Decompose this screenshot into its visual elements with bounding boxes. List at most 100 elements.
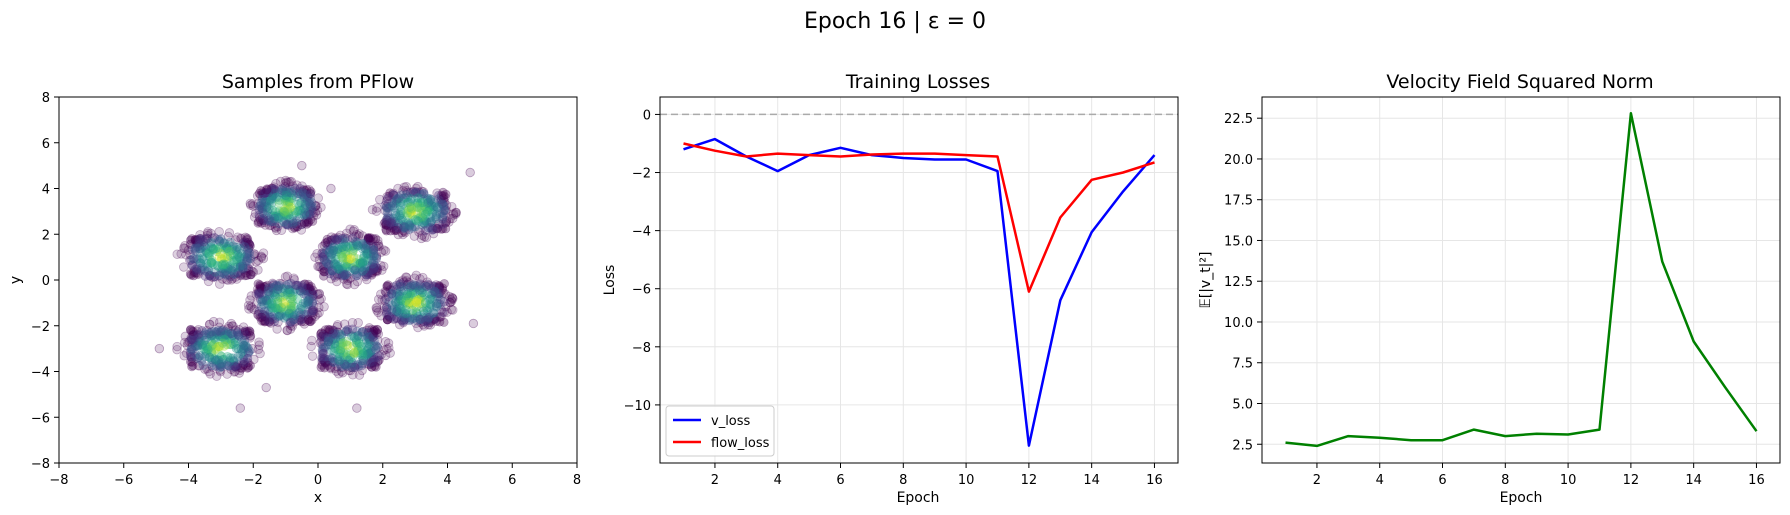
scatter-point [373, 239, 384, 249]
scatter-point [207, 354, 217, 365]
scatter-point [345, 353, 355, 363]
scatter-point [421, 282, 431, 292]
scatter-point [423, 198, 433, 209]
scatter-point [278, 206, 288, 216]
scatter-point [384, 312, 394, 322]
scatter-point [404, 277, 414, 288]
scatter-point [318, 342, 329, 353]
scatter-point [371, 303, 381, 313]
scatter-point [252, 191, 263, 201]
scatter-point [358, 349, 368, 359]
scatter-point [193, 333, 203, 343]
scatter-point [203, 345, 213, 355]
scatter-point [299, 316, 310, 327]
scatter-point [295, 285, 305, 296]
scatter-point [267, 192, 277, 202]
scatter-point [179, 262, 189, 272]
scatter-point [365, 340, 375, 350]
scatter-point [355, 348, 365, 358]
scatter-point [404, 292, 414, 303]
scatter-point [236, 349, 246, 359]
scatter-point [307, 298, 318, 308]
scatter-point [359, 256, 369, 266]
scatter-point [328, 356, 338, 367]
scatter-point [364, 323, 375, 333]
scatter-point [301, 219, 312, 229]
scatter-point [188, 335, 198, 345]
scatter-point [370, 326, 380, 336]
scatter-point [412, 215, 422, 226]
scatter-point [400, 314, 410, 325]
scatter-point [425, 303, 435, 313]
scatter-point [319, 267, 329, 277]
scatter-ytick-label: 6 [42, 137, 50, 152]
scatter-point [334, 369, 344, 379]
scatter-point [246, 270, 256, 280]
scatter-point [327, 265, 337, 275]
scatter-point [398, 199, 408, 209]
scatter-point [352, 276, 363, 287]
scatter-point [338, 269, 349, 279]
scatter-point [316, 328, 327, 338]
scatter-point [209, 233, 220, 243]
scatter-point [267, 198, 277, 208]
scatter-point [254, 204, 264, 215]
scatter-point [321, 332, 331, 343]
scatter-point [214, 341, 224, 351]
scatter-point [407, 300, 418, 310]
scatter-point [358, 257, 368, 267]
scatter-point [407, 223, 417, 233]
scatter-point [337, 251, 347, 262]
scatter-point [217, 274, 228, 284]
scatter-point [285, 286, 295, 296]
scatter-point [186, 334, 196, 345]
scatter-point [361, 241, 371, 251]
scatter-point [256, 198, 266, 208]
scatter-point [249, 304, 259, 315]
scatter-point [347, 362, 358, 373]
scatter-point [295, 187, 305, 197]
scatter-point [393, 193, 403, 204]
scatter-point [363, 328, 374, 338]
scatter-ytick-label: −8 [31, 457, 50, 472]
scatter-point [263, 295, 274, 305]
scatter-point [230, 366, 240, 376]
scatter-point [326, 250, 336, 260]
scatter-point [214, 355, 224, 365]
scatter-point [307, 291, 318, 302]
scatter-point [408, 187, 418, 197]
scatter-point [263, 314, 274, 325]
scatter-point [341, 246, 351, 257]
scatter-point [349, 331, 359, 341]
scatter-point [190, 246, 201, 256]
scatter-point [222, 360, 232, 370]
scatter-point [368, 241, 378, 252]
scatter-point [199, 265, 210, 275]
scatter-point [192, 254, 202, 264]
scatter-point [341, 359, 352, 369]
scatter-point [396, 286, 406, 296]
scatter-point [191, 242, 201, 252]
scatter-outlier [154, 343, 165, 354]
scatter-point [437, 208, 447, 218]
scatter-point [221, 270, 231, 280]
scatter-point [245, 198, 255, 209]
scatter-point [447, 201, 457, 212]
scatter-point [364, 266, 374, 276]
scatter-point [448, 294, 458, 304]
scatter-point [382, 217, 392, 227]
scatter-point [403, 292, 414, 302]
scatter-point [191, 341, 201, 351]
scatter-point [279, 313, 290, 323]
scatter-point [341, 228, 352, 238]
scatter-point [276, 303, 286, 313]
scatter-point [341, 263, 351, 273]
scatter-point [371, 362, 381, 372]
scatter-point [299, 192, 309, 202]
scatter-point [263, 305, 274, 315]
scatter-point [258, 188, 268, 198]
scatter-point [232, 268, 243, 278]
scatter-point [193, 336, 204, 346]
scatter-point [367, 270, 377, 280]
scatter-point [418, 187, 429, 197]
